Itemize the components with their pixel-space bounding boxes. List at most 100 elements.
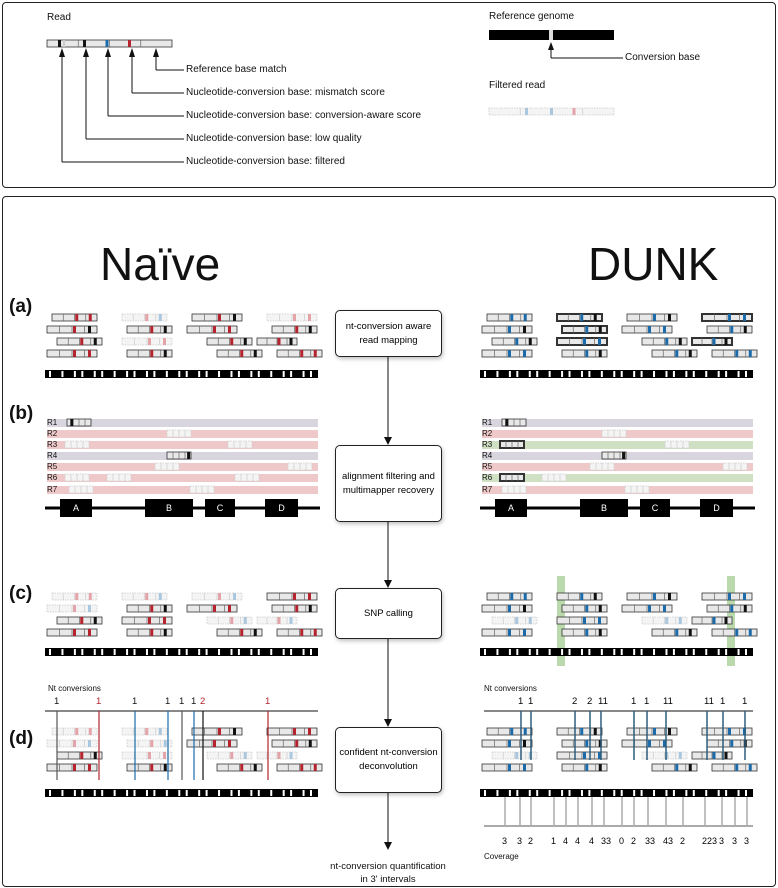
conversion-base — [150, 350, 154, 357]
gene-label: C — [216, 503, 224, 513]
conversion-base-tick — [580, 790, 583, 796]
conversion-base-tick — [692, 649, 695, 655]
read-row — [47, 463, 318, 471]
nt-conversion-count: 1 — [644, 696, 650, 707]
arrow-head — [384, 719, 392, 727]
conversion-base — [668, 593, 671, 600]
conversion-base-tick — [145, 790, 148, 796]
conversion-base — [230, 752, 234, 759]
left-nt-conversions-label: Nt conversions — [48, 684, 101, 693]
conversion-base-tick — [653, 371, 656, 377]
panel-label-d: (d) — [9, 728, 34, 749]
conversion-base — [510, 728, 514, 735]
coverage-value: 2 — [528, 836, 534, 846]
conversion-base-tick — [205, 371, 208, 377]
conversion-base — [308, 728, 311, 735]
arrow-head — [105, 48, 111, 57]
conversion-base — [622, 452, 626, 459]
conversion-base-tick — [528, 649, 531, 655]
conversion-base-tick — [640, 790, 643, 796]
conversion-base — [289, 617, 293, 624]
conversion-base — [523, 728, 527, 735]
conversion-base — [158, 593, 162, 600]
nt-conversion-count: 1 — [179, 696, 185, 707]
gene-box — [145, 499, 193, 517]
conversion-base-tick — [250, 371, 253, 377]
conversion-base — [508, 740, 511, 747]
conversion-base-tick — [73, 790, 76, 796]
conversion-base — [83, 40, 86, 47]
conversion-base — [675, 764, 679, 771]
conversion-base — [218, 728, 221, 735]
read-row — [482, 441, 753, 449]
nt-conversion-count: 1 — [165, 696, 171, 707]
conversion-base — [523, 629, 526, 636]
conversion-base-tick — [633, 649, 636, 655]
reference-genome — [480, 648, 753, 656]
conversion-base — [508, 629, 511, 636]
conversion-base — [145, 728, 149, 735]
conversion-base-tick — [496, 649, 499, 655]
conversion-base-tick — [101, 790, 104, 796]
conversion-base — [73, 605, 76, 612]
conversion-base — [163, 605, 167, 612]
arrow-head — [384, 437, 392, 445]
conversion-base — [163, 350, 167, 357]
conversion-base — [528, 617, 532, 624]
conversion-base — [213, 326, 216, 333]
row-label: R5 — [47, 462, 58, 471]
conversion-base — [163, 629, 167, 636]
conversion-base — [730, 605, 734, 612]
conversion-base-tick — [717, 790, 720, 796]
conversion-base — [525, 108, 528, 115]
conversion-base — [213, 740, 216, 747]
conversion-base-tick — [536, 649, 539, 655]
conversion-base — [163, 764, 167, 771]
reference-genome — [45, 789, 318, 797]
conversion-base-tick — [61, 371, 64, 377]
conversion-base — [585, 740, 589, 747]
conversion-base-tick — [302, 649, 305, 655]
conversion-base — [598, 605, 602, 612]
read-row — [482, 419, 753, 427]
conversion-base — [88, 326, 91, 333]
conversion-base — [148, 617, 151, 624]
nt-conversion-count: 2 — [200, 696, 206, 707]
legend-item: Nucleotide-conversion base: conversion-a… — [186, 110, 422, 121]
conversion-base — [228, 740, 231, 747]
conversion-base-tick — [145, 649, 148, 655]
conversion-base-tick — [133, 371, 136, 377]
conversion-base-tick — [620, 371, 623, 377]
conversion-base — [233, 728, 236, 735]
conversion-base-tick — [218, 371, 221, 377]
coverage-value: 4 — [575, 836, 581, 846]
conversion-base — [243, 338, 247, 345]
conversion-base-tick — [185, 649, 188, 655]
legend-item: Nucleotide-conversion base: filtered — [186, 156, 345, 167]
panel-label-a: (a) — [9, 296, 33, 317]
conversion-base — [688, 764, 692, 771]
conversion-base — [663, 605, 666, 612]
coverage-value: 3 — [517, 836, 523, 846]
conversion-base — [712, 617, 716, 624]
coverage-value: 3 — [732, 836, 738, 846]
conversion-base-tick — [640, 649, 643, 655]
conversion-base — [523, 764, 526, 771]
conversion-base — [80, 752, 84, 759]
conversion-base-tick — [270, 371, 273, 377]
conversion-base-tick — [290, 790, 293, 796]
conversion-base — [289, 752, 293, 759]
row-label: R6 — [47, 473, 58, 482]
gene-box — [265, 499, 298, 517]
row-label: R2 — [482, 429, 493, 438]
row-label: R1 — [47, 418, 58, 427]
conversion-base — [508, 326, 511, 333]
conversion-base — [228, 326, 231, 333]
conversion-base — [88, 314, 92, 321]
conversion-base — [163, 740, 167, 747]
conversion-base — [73, 326, 76, 333]
read-row — [47, 474, 318, 482]
conversion-base-tick — [237, 790, 240, 796]
conversion-base — [585, 629, 589, 636]
conversion-base-tick — [250, 790, 253, 796]
